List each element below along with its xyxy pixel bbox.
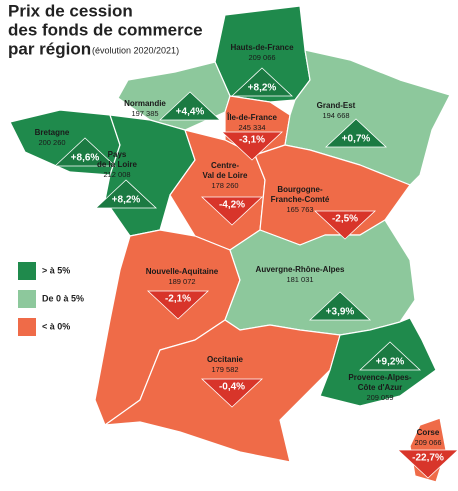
up-arrow: [158, 91, 222, 121]
legend-swatch: [18, 262, 36, 280]
region-price: 209 066: [248, 53, 275, 62]
regions: [9, 5, 451, 483]
region-change: +8,6%: [71, 153, 100, 164]
region-name: Auvergne-Rhône-Alpes: [256, 265, 345, 274]
region-change: +8,2%: [112, 195, 141, 206]
region-price: 245 334: [238, 123, 265, 132]
region-change: -4,2%: [219, 200, 245, 211]
up-arrow: [53, 137, 117, 167]
region-price: 209 059: [366, 393, 393, 402]
region-name: Hauts-de-France: [230, 43, 294, 52]
region-name: Normandie: [124, 99, 166, 108]
region-name: Nouvelle-Aquitaine: [146, 267, 219, 276]
region-price: 179 582: [211, 365, 238, 374]
title-line: des fonds de commerce: [8, 20, 203, 39]
subtitle: (évolution 2020/2021): [92, 45, 179, 55]
down-arrow: [200, 378, 264, 408]
up-arrow: [94, 179, 158, 209]
legend: > à 5% De 0 à 5% < à 0%: [18, 262, 84, 336]
region-name: Côte d'Azur: [358, 383, 403, 392]
title-line: par région: [8, 39, 91, 58]
region-price: 181 031: [286, 275, 313, 284]
region-price: 197 385: [131, 109, 158, 118]
region-name: Île-de-France: [226, 113, 277, 122]
legend-label: De 0 à 5%: [42, 293, 84, 303]
region-change: +9,2%: [376, 357, 405, 368]
title-block: Prix de cession des fonds de commerce pa…: [8, 1, 203, 58]
region-change: +8,2%: [248, 83, 277, 94]
region-price: 178 260: [211, 181, 238, 190]
region-change: -2,5%: [332, 214, 358, 225]
up-arrow: [358, 341, 422, 371]
down-arrow: [146, 290, 210, 320]
region-name: Franche-Comté: [271, 195, 330, 204]
down-arrow: [313, 210, 377, 240]
region-change: +4,4%: [176, 107, 205, 118]
region-price: 209 066: [414, 438, 441, 447]
region-price: 189 072: [168, 277, 195, 286]
region-name: Bretagne: [35, 128, 70, 137]
legend-label: < à 0%: [42, 321, 70, 331]
title-line: Prix de cession: [8, 1, 133, 20]
region-change: -2,1%: [165, 294, 191, 305]
legend-swatch: [18, 290, 36, 308]
region-change: +3,9%: [326, 307, 355, 318]
up-arrow: [308, 291, 372, 321]
region-name: Occitanie: [207, 355, 244, 364]
region-name: Bourgogne-: [277, 185, 323, 194]
region-price: 165 763: [286, 205, 313, 214]
legend-swatch: [18, 318, 36, 336]
down-arrow: [396, 449, 458, 479]
region-name: Corse: [417, 428, 440, 437]
up-arrow: [324, 118, 388, 148]
region-price: 200 260: [38, 138, 65, 147]
region-price: 194 668: [322, 111, 349, 120]
region-price: 212 008: [103, 170, 130, 179]
region-name: Centre-: [211, 161, 239, 170]
region-name: Provence-Alpes-: [348, 373, 411, 382]
region-change: +0,7%: [342, 134, 371, 145]
legend-label: > à 5%: [42, 265, 70, 275]
region-name: de la Loire: [97, 160, 138, 169]
region-change: -22,7%: [412, 453, 444, 464]
down-arrow: [220, 131, 284, 161]
region-change: -3,1%: [239, 135, 265, 146]
region-name: Grand-Est: [317, 101, 356, 110]
up-arrow: [230, 67, 294, 97]
down-arrow: [200, 196, 264, 226]
region-name: Pays: [108, 150, 127, 159]
region-name: Val de Loire: [203, 171, 248, 180]
region-change: -0,4%: [219, 382, 245, 393]
